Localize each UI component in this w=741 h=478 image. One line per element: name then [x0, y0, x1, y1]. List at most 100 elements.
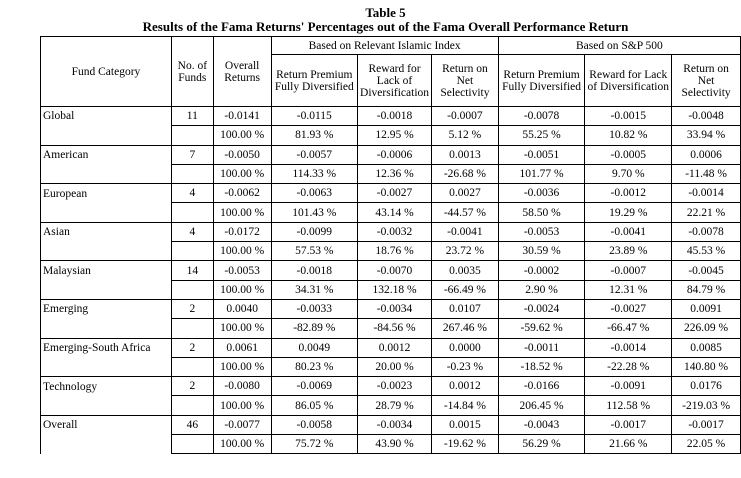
- table-row: Malaysian 14 -0.0053 -0.0018 -0.0070 0.0035 -0…: [40, 260, 741, 281]
- header-return-premium: Return Premium Fully Diversified: [497, 54, 586, 107]
- empty-cell: [40, 125, 172, 146]
- percent-cell: 58.50 %: [497, 202, 586, 223]
- percent-cell: 100.00 %: [212, 163, 272, 185]
- empty-cell: [170, 434, 214, 455]
- fund-category: American: [40, 144, 172, 165]
- empty-cell: [170, 279, 214, 300]
- percent-cell: -19.62 %: [431, 434, 499, 455]
- value-cell: -0.0172: [212, 221, 272, 243]
- percent-cell: 23.72 %: [431, 241, 499, 262]
- percent-cell: -26.68 %: [431, 163, 499, 185]
- percent-cell: -44.57 %: [431, 202, 499, 223]
- value-cell: 0.0027: [431, 183, 499, 204]
- header-reward: Reward for Lack of Diversification: [357, 54, 433, 107]
- percent-cell: 12.36 %: [357, 163, 433, 185]
- table-caption: Results of the Fama Returns' Percentages…: [142, 19, 629, 34]
- percent-cell: 20.00 %: [357, 356, 433, 378]
- empty-cell: [170, 395, 214, 416]
- percent-cell: 5.12 %: [431, 125, 499, 146]
- percent-cell: -11.48 %: [671, 163, 741, 185]
- value-cell: -0.0077: [212, 414, 272, 436]
- header-net-selectivity: Return on Net Selectivity: [671, 54, 741, 107]
- value-cell: -0.0062: [212, 183, 272, 204]
- table-row: Global 11 -0.0141 -0.0115 -0.0018 -0.0007 -0.0…: [40, 105, 741, 127]
- value-cell: -0.0033: [270, 298, 359, 320]
- fund-category: Asian: [40, 221, 172, 242]
- table-row: Emerging 2 0.0040 -0.0033 -0.0034 0.0107 -0.00…: [40, 298, 741, 320]
- value-cell: -0.0011: [497, 337, 586, 358]
- empty-cell: [170, 163, 214, 185]
- table-row: European 4 -0.0062 -0.0063 -0.0027 0.0027 -0.0…: [40, 183, 741, 204]
- fund-count: 11: [170, 105, 214, 127]
- value-cell: -0.0023: [357, 376, 433, 397]
- empty-cell: [40, 241, 172, 261]
- header-net-selectivity: Return on Net Selectivity: [431, 54, 499, 107]
- empty-cell: [170, 318, 214, 339]
- fund-category: Technology: [40, 376, 172, 396]
- value-cell: -0.0032: [357, 221, 433, 243]
- value-cell: 0.0000: [431, 337, 499, 358]
- value-cell: -0.0053: [212, 260, 272, 281]
- value-cell: 0.0012: [357, 337, 433, 358]
- percent-cell: 56.29 %: [497, 434, 586, 455]
- percent-cell: 18.76 %: [357, 241, 433, 262]
- percent-cell: 140.80 %: [671, 356, 741, 378]
- empty-cell: [40, 395, 172, 416]
- percent-cell: 22.21 %: [671, 202, 741, 223]
- value-cell: -0.0014: [584, 337, 673, 358]
- value-cell: 0.0049: [270, 337, 359, 358]
- table-row: Emerging-South Africa 2 0.0061 0.0049 0.0012…: [40, 337, 741, 358]
- empty-cell: [170, 125, 214, 146]
- value-cell: -0.0017: [584, 414, 673, 436]
- table-row: Technology 2 -0.0080 -0.0069 -0.0023 0.0012 -0…: [40, 376, 741, 397]
- table-row-percent: 100.00 % 81.93 % 12.95 % 5.12 % 55.25 % 10.82…: [40, 125, 741, 146]
- table-row-percent: 100.00 % 80.23 % 20.00 % -0.23 % -18.52 % -22…: [40, 356, 741, 378]
- value-cell: 0.0107: [431, 298, 499, 320]
- value-cell: -0.0018: [357, 105, 433, 127]
- percent-cell: 33.94 %: [671, 125, 741, 146]
- percent-cell: 100.00 %: [212, 318, 272, 339]
- value-cell: 0.0035: [431, 260, 499, 281]
- fund-count: 46: [170, 414, 214, 436]
- percent-cell: 267.46 %: [431, 318, 499, 339]
- value-cell: -0.0091: [584, 376, 673, 397]
- value-cell: 0.0012: [431, 376, 499, 397]
- percent-cell: 30.59 %: [497, 241, 586, 262]
- value-cell: -0.0048: [671, 105, 741, 127]
- value-cell: -0.0051: [497, 144, 586, 165]
- percent-cell: 9.70 %: [584, 163, 673, 185]
- header-no-funds: No. of Funds: [170, 36, 214, 107]
- value-cell: -0.0002: [497, 260, 586, 281]
- value-cell: -0.0166: [497, 376, 586, 397]
- percent-cell: -84.56 %: [357, 318, 433, 339]
- table-row: Asian 4 -0.0172 -0.0099 -0.0032 -0.0041 -0.005…: [40, 221, 741, 243]
- percent-cell: 226.09 %: [671, 318, 741, 339]
- header-overall: Overall Returns: [212, 36, 272, 107]
- value-cell: -0.0053: [497, 221, 586, 243]
- value-cell: -0.0027: [584, 298, 673, 320]
- percent-cell: 132.18 %: [357, 279, 433, 300]
- fund-count: 14: [170, 260, 214, 281]
- percent-cell: 101.43 %: [270, 202, 359, 223]
- table-row-percent: 100.00 % -82.89 % -84.56 % 267.46 % -59.62 %…: [40, 318, 741, 339]
- fund-count: 2: [170, 337, 214, 358]
- value-cell: -0.0018: [270, 260, 359, 281]
- percent-cell: -22.28 %: [584, 356, 673, 378]
- value-cell: -0.0045: [671, 260, 741, 281]
- value-cell: -0.0005: [584, 144, 673, 165]
- percent-cell: 12.95 %: [357, 125, 433, 146]
- percent-cell: -59.62 %: [497, 318, 586, 339]
- fund-category: Global: [40, 105, 172, 126]
- value-cell: -0.0141: [212, 105, 272, 127]
- empty-cell: [170, 356, 214, 378]
- value-cell: -0.0043: [497, 414, 586, 436]
- value-cell: -0.0034: [357, 298, 433, 320]
- table-row-percent: 100.00 % 57.53 % 18.76 % 23.72 % 30.59 % 23.8…: [40, 241, 741, 262]
- percent-cell: 100.00 %: [212, 202, 272, 223]
- percent-cell: 112.58 %: [584, 395, 673, 416]
- percent-cell: -14.84 %: [431, 395, 499, 416]
- value-cell: -0.0007: [584, 260, 673, 281]
- fund-category: European: [40, 183, 172, 203]
- fund-count: 2: [170, 298, 214, 320]
- table-row-percent: 100.00 % 86.05 % 28.79 % -14.84 % 206.45 % 11…: [40, 395, 741, 416]
